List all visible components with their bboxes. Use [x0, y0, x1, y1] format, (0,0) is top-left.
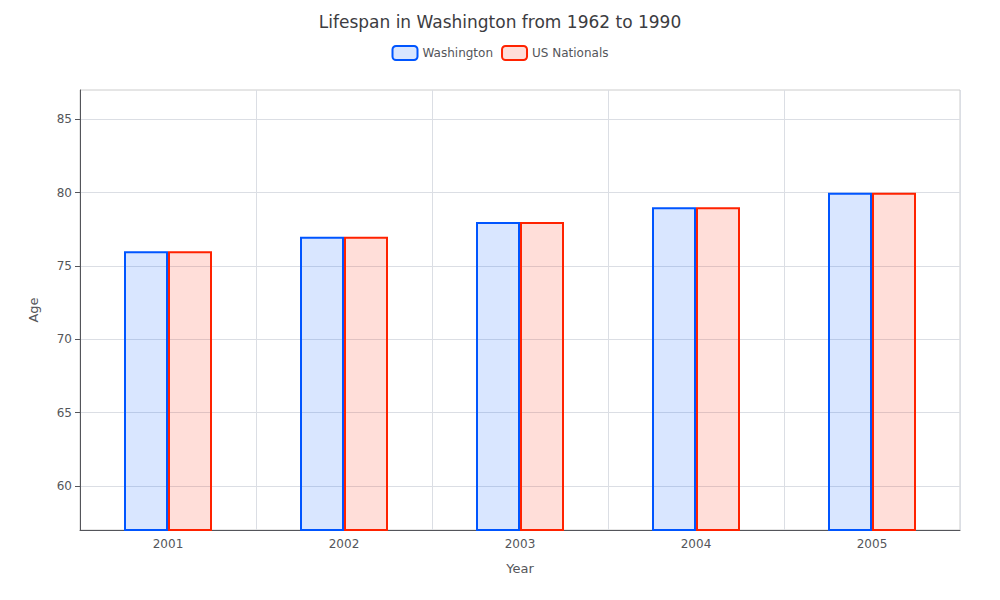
svg-text:US Nationals: US Nationals [532, 46, 608, 60]
svg-text:75: 75 [57, 259, 72, 273]
svg-text:Age: Age [26, 297, 41, 322]
svg-text:60: 60 [57, 479, 72, 493]
svg-text:85: 85 [57, 112, 72, 126]
svg-text:2001: 2001 [153, 537, 184, 551]
svg-text:Lifespan in Washington from 19: Lifespan in Washington from 1962 to 1990 [319, 12, 681, 32]
svg-text:2003: 2003 [505, 537, 536, 551]
svg-text:65: 65 [57, 406, 72, 420]
svg-text:80: 80 [57, 186, 72, 200]
svg-text:Washington: Washington [423, 46, 494, 60]
svg-text:70: 70 [57, 332, 72, 346]
svg-text:2004: 2004 [681, 537, 712, 551]
svg-text:2005: 2005 [857, 537, 888, 551]
svg-text:2002: 2002 [329, 537, 360, 551]
svg-text:Year: Year [505, 561, 534, 576]
